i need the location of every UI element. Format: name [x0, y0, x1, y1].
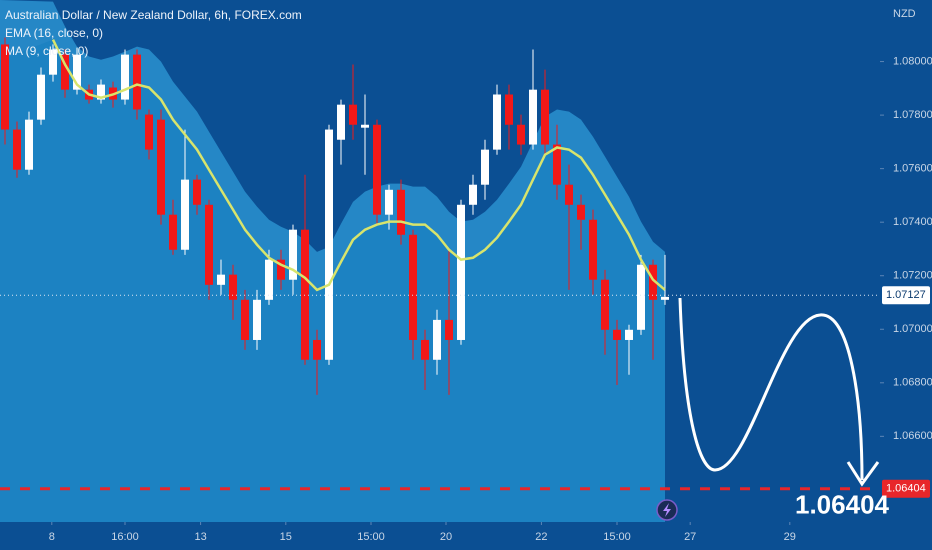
x-tick-label: 27	[684, 531, 696, 543]
candle-body	[265, 259, 273, 300]
projection-path	[678, 297, 864, 481]
candle-body	[145, 114, 153, 150]
candle-body	[229, 274, 237, 300]
indicator-label: MA (9, close, 0)	[5, 44, 88, 58]
candle-body	[73, 54, 81, 90]
currency-label: NZD	[893, 8, 916, 20]
candle-body	[241, 299, 249, 340]
candle-body	[553, 144, 561, 185]
candle-body	[37, 74, 45, 120]
candle-body	[385, 189, 393, 215]
price-axis	[880, 0, 932, 550]
candle-body	[349, 104, 357, 125]
candle-body	[421, 339, 429, 360]
projection-arrow	[846, 461, 880, 487]
x-tick-label: 22	[535, 531, 547, 543]
x-tick-label: 20	[440, 531, 452, 543]
candle-body	[445, 319, 453, 340]
y-tick-label: 1.07000	[893, 323, 932, 335]
target-box	[882, 479, 930, 498]
chart-title: Australian Dollar / New Zealand Dollar, …	[5, 8, 302, 22]
candle-body	[313, 339, 321, 360]
x-tick-label: 15	[280, 531, 292, 543]
candle-body	[97, 84, 105, 100]
x-tick-label: 13	[194, 531, 206, 543]
candle-body	[193, 179, 201, 205]
x-tick-label: 15:00	[357, 531, 385, 543]
candle-body	[565, 184, 573, 205]
candle-body	[49, 49, 57, 75]
candle-body	[589, 219, 597, 280]
last-price-box	[882, 286, 930, 305]
candle-body	[433, 319, 441, 360]
candle-body	[481, 149, 489, 185]
last-price-label: 1.07127	[886, 289, 926, 301]
candle-body	[517, 124, 525, 145]
candle-body	[217, 274, 225, 285]
candle-body	[337, 104, 345, 140]
candle-body	[601, 279, 609, 330]
candle-body	[613, 329, 621, 340]
y-tick-label: 1.06800	[893, 377, 932, 389]
candle-body	[505, 94, 513, 125]
candle-body	[541, 89, 549, 145]
candle-body	[301, 229, 309, 360]
y-tick-label: 1.06600	[893, 430, 932, 442]
candle-body	[469, 184, 477, 205]
candle-body	[121, 54, 129, 100]
candle-body	[529, 89, 537, 145]
candle-body	[181, 179, 189, 250]
candle-body	[289, 229, 297, 280]
candle-body	[397, 189, 405, 235]
candle-body	[577, 204, 585, 220]
target-annotation: 1.06404	[795, 490, 890, 520]
y-tick-label: 1.07400	[893, 216, 932, 228]
x-tick-label: 15:00	[603, 531, 631, 543]
y-tick-label: 1.07800	[893, 109, 932, 121]
candle-body	[361, 124, 369, 128]
candle-body	[277, 259, 285, 280]
y-tick-label: 1.07600	[893, 163, 932, 175]
candle-body	[61, 54, 69, 90]
candle-body	[625, 329, 633, 340]
x-tick-label: 8	[49, 531, 55, 543]
alert-bolt	[663, 503, 671, 517]
x-tick-label: 16:00	[111, 531, 139, 543]
candle-body	[25, 119, 33, 170]
candle-body	[493, 94, 501, 150]
candle-body	[205, 204, 213, 285]
candle-body	[1, 44, 9, 130]
candle-body	[169, 214, 177, 250]
candle-body	[373, 124, 381, 215]
candle-body	[253, 299, 261, 340]
candle-body	[133, 54, 141, 110]
candle-body	[409, 234, 417, 340]
y-tick-label: 1.08000	[893, 55, 932, 67]
candle-body	[457, 204, 465, 340]
candle-body	[637, 264, 645, 330]
candle-body	[661, 296, 669, 300]
candle-body	[325, 129, 333, 360]
indicator-label: EMA (16, close, 0)	[5, 26, 103, 40]
target-label: 1.06404	[886, 483, 926, 495]
candle-body	[13, 129, 21, 170]
x-tick-label: 29	[784, 531, 796, 543]
candle-body	[649, 264, 657, 300]
candle-body	[157, 119, 165, 215]
y-tick-label: 1.07200	[893, 270, 932, 282]
ema-line	[51, 39, 666, 292]
